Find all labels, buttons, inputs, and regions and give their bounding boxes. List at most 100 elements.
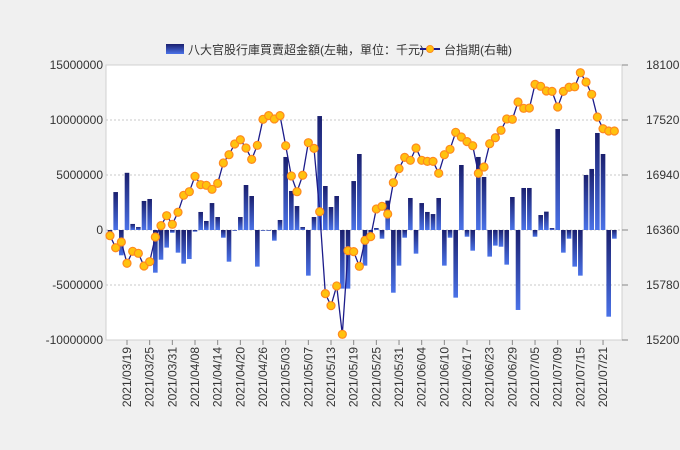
bar (606, 230, 611, 317)
bar (351, 181, 356, 230)
x-tick-label: 2021/06/04 (415, 347, 429, 407)
bar (572, 230, 577, 267)
line-marker (490, 133, 500, 143)
bar (340, 230, 345, 289)
line-marker (167, 219, 177, 229)
bar (583, 175, 589, 230)
bar (153, 230, 158, 273)
bar (215, 217, 220, 230)
left-tick-label: -10000000 (46, 333, 104, 347)
x-tick-label: 2021/07/15 (573, 347, 587, 407)
bar (204, 220, 209, 230)
bar (612, 230, 617, 239)
line-marker (247, 154, 257, 164)
bar (527, 187, 532, 230)
bar (130, 223, 135, 230)
bar (334, 196, 339, 230)
bar (260, 230, 266, 231)
bar (538, 215, 543, 230)
line-marker (145, 257, 155, 267)
bar (300, 227, 305, 230)
bar (442, 230, 447, 266)
line-marker (184, 187, 194, 197)
line-marker (292, 187, 302, 197)
line-marker (224, 150, 234, 160)
line-marker (122, 258, 132, 268)
bar (362, 230, 368, 266)
bar (549, 228, 555, 230)
bar (306, 230, 311, 276)
line-marker (513, 97, 523, 107)
bar (566, 230, 572, 239)
line-marker (281, 141, 291, 151)
bar (209, 203, 215, 230)
x-tick-label: 2021/07/05 (528, 347, 542, 407)
bar (357, 153, 362, 230)
line-marker (309, 143, 319, 153)
line-marker (581, 77, 591, 87)
x-tick-label: 2021/06/23 (483, 347, 497, 407)
bar (464, 230, 470, 237)
plot-area (105, 64, 623, 341)
bar (238, 217, 243, 230)
bar (277, 219, 283, 230)
bar (402, 230, 407, 238)
line-marker (570, 82, 580, 92)
line-marker (116, 237, 126, 247)
x-tick-label: 2021/03/19 (120, 347, 134, 407)
left-tick-label: 15000000 (50, 58, 104, 72)
bar (504, 230, 509, 265)
bar (124, 172, 130, 230)
x-tick-label: 2021/03/25 (143, 347, 157, 407)
bar (436, 197, 441, 230)
line-marker (388, 178, 398, 188)
bar (498, 230, 504, 247)
x-tick-label: 2021/05/31 (392, 347, 406, 407)
bar (600, 153, 606, 230)
bar (595, 132, 600, 230)
line-series (105, 68, 619, 339)
line-marker (286, 171, 296, 181)
bar (555, 129, 560, 230)
line-marker (524, 103, 534, 113)
line-marker (434, 168, 444, 178)
line-marker (468, 141, 478, 151)
legend-bar-swatch (166, 44, 184, 54)
bar (272, 230, 277, 241)
right-tick-label: 15200 (646, 333, 680, 347)
line-marker (354, 261, 364, 271)
bar (187, 230, 192, 260)
bar (379, 230, 385, 239)
right-tick-label: 17520 (646, 113, 680, 127)
right-axis: 18100 17520 16940 16360 15780 15200 (622, 58, 680, 347)
line-marker (507, 114, 517, 124)
bar (447, 230, 453, 238)
line-marker (366, 232, 376, 242)
line-marker (383, 209, 393, 219)
bar (396, 230, 402, 266)
bar (249, 196, 254, 230)
line-marker (315, 207, 325, 217)
bar (232, 230, 237, 231)
bar (532, 230, 538, 237)
line-marker (326, 301, 336, 311)
bar (487, 230, 492, 257)
x-tick-label: 2021/05/19 (347, 347, 361, 407)
line-marker (150, 232, 160, 242)
line-marker (473, 168, 483, 178)
bar (147, 198, 152, 230)
line-marker (553, 102, 563, 112)
line-marker (428, 156, 438, 166)
bar (493, 230, 498, 246)
line-marker (133, 248, 143, 258)
x-tick-label: 2021/05/03 (279, 347, 293, 407)
line-marker (411, 143, 421, 153)
x-tick-label: 2021/04/20 (233, 347, 247, 407)
bar (328, 207, 334, 230)
line-marker (298, 170, 308, 180)
x-tick-label: 2021/05/25 (369, 347, 383, 407)
bar (544, 211, 549, 230)
line-marker (332, 281, 342, 291)
legend-line-marker (426, 45, 434, 53)
